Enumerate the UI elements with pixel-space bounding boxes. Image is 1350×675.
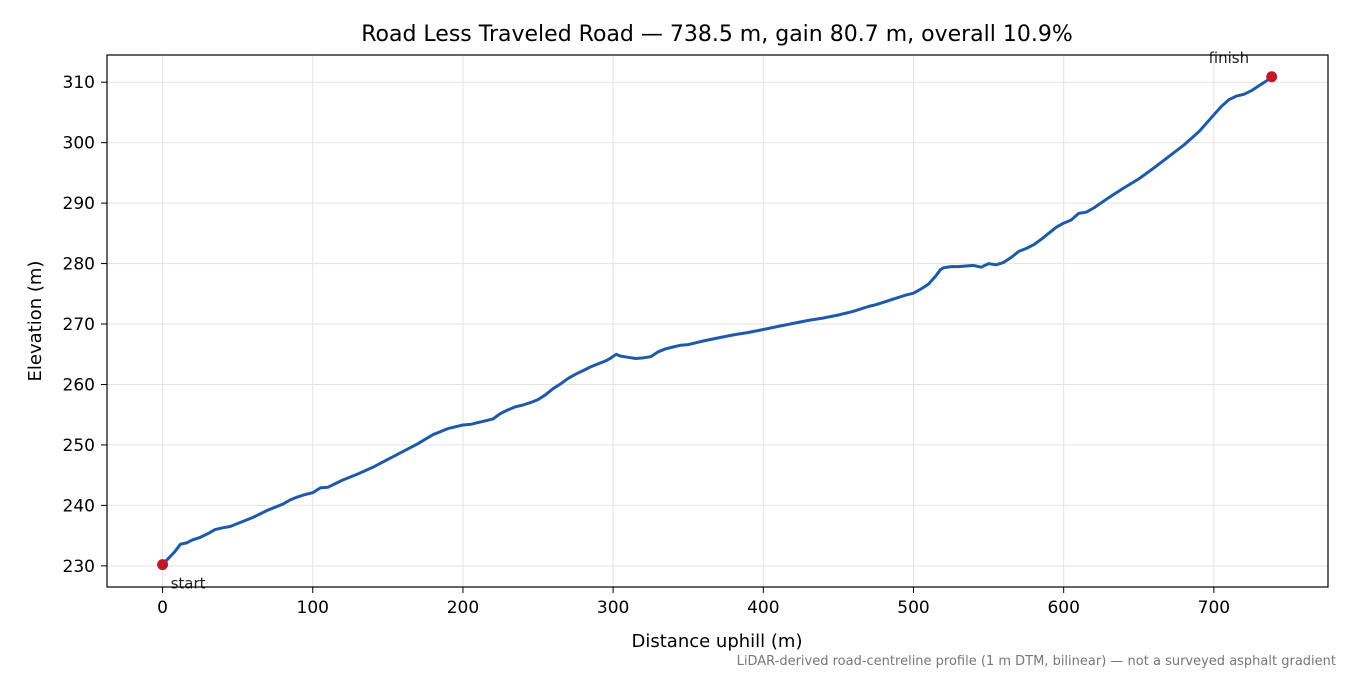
finish-label: finish — [1209, 49, 1249, 67]
x-tick-label: 600 — [1047, 598, 1079, 618]
y-tick-label: 230 — [63, 557, 95, 577]
y-tick-label: 270 — [63, 315, 95, 335]
y-tick-label: 310 — [63, 73, 95, 93]
y-tick-label: 290 — [63, 194, 95, 214]
elevation-profile-line — [161, 75, 1273, 566]
y-tick-label: 240 — [63, 496, 95, 516]
y-axis-label: Elevation (m) — [25, 261, 46, 382]
y-tick-label: 280 — [63, 255, 95, 275]
chart-title: Road Less Traveled Road — 738.5 m, gain … — [361, 22, 1073, 47]
start-marker — [157, 559, 169, 571]
plot-frame — [106, 54, 1329, 588]
x-axis-label: Distance uphill (m) — [632, 631, 803, 652]
x-tick-label: 100 — [297, 598, 329, 618]
y-tick-label: 250 — [63, 436, 95, 456]
footnote: LiDAR-derived road-centreline profile (1… — [737, 654, 1336, 669]
endpoint-markers: start finish — [157, 49, 1278, 593]
y-tick-label: 260 — [63, 375, 95, 395]
start-label: start — [171, 575, 206, 593]
x-tick-label: 500 — [897, 598, 929, 618]
grid-lines — [107, 55, 1328, 587]
x-tick-label: 400 — [747, 598, 779, 618]
x-tick-label: 200 — [447, 598, 479, 618]
axis-ticks: 0 100 200 300 400 500 600 700 230 240 250 260 270 280… — [63, 73, 1231, 618]
x-tick-label: 300 — [597, 598, 629, 618]
x-tick-label: 0 — [157, 598, 168, 618]
x-tick-label: 700 — [1198, 598, 1230, 618]
y-tick-label: 300 — [63, 134, 95, 154]
finish-marker — [1266, 71, 1278, 83]
